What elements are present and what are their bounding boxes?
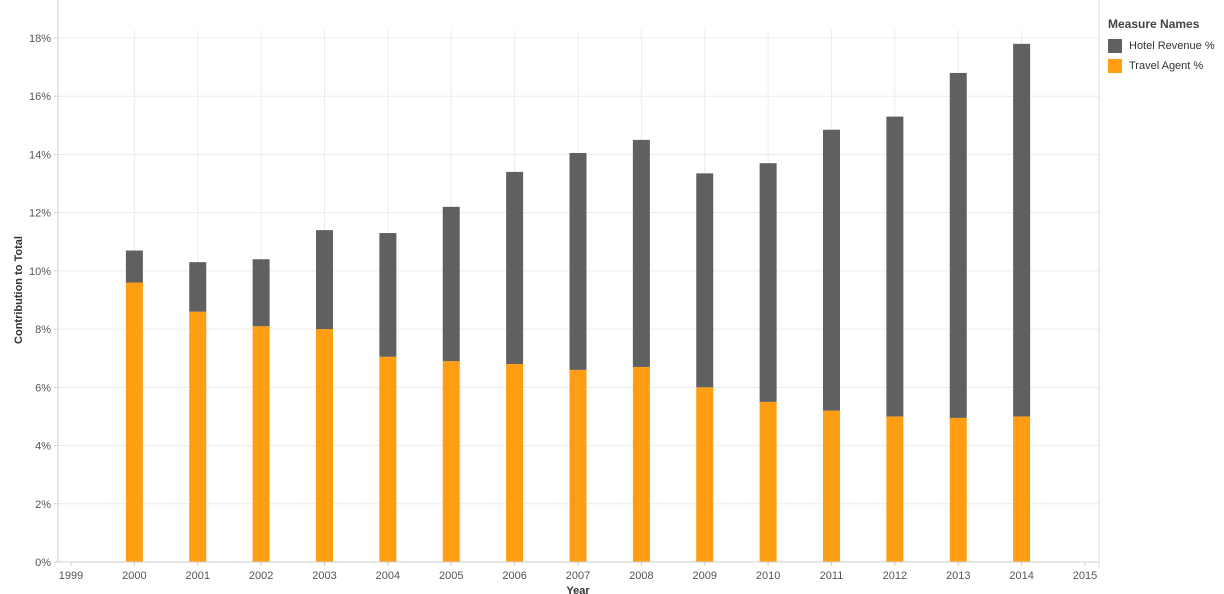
bar-segment[interactable] <box>125 250 143 283</box>
bar-segment[interactable] <box>1013 43 1031 417</box>
bar-segment[interactable] <box>442 206 460 362</box>
bar-segment[interactable] <box>886 416 904 562</box>
legend-label: Travel Agent % <box>1129 60 1204 72</box>
legend-label: Hotel Revenue % <box>1129 40 1215 52</box>
y-tick-label: 0% <box>35 557 51 569</box>
legend-item-hotel-revenue[interactable]: Hotel Revenue % <box>1108 36 1215 56</box>
x-tick-label: 2011 <box>820 570 844 582</box>
legend-swatch-icon <box>1108 59 1122 73</box>
bar-segment[interactable] <box>252 259 270 327</box>
axes: 0% 2% 4% 6% 8% 10% 12% 14% 16% 18% 1999 2000 2001 200… <box>29 0 1100 582</box>
legend-title: Measure Names <box>1108 17 1200 31</box>
bar-segment[interactable] <box>823 129 840 411</box>
bar-segment[interactable] <box>316 230 333 330</box>
bar-segment[interactable] <box>823 410 840 562</box>
x-tick-label: 2007 <box>566 570 590 582</box>
x-axis-title: Year <box>566 585 590 594</box>
x-tick-label: 2004 <box>376 570 400 582</box>
bar-segment[interactable] <box>316 329 333 562</box>
y-tick-label: 12% <box>29 208 51 220</box>
x-tick-label: 2002 <box>249 570 273 582</box>
bar-segment[interactable] <box>189 262 207 312</box>
bar-segment[interactable] <box>379 356 397 562</box>
x-tick-label: 2014 <box>1009 570 1033 582</box>
x-tick-label: 2005 <box>439 570 463 582</box>
bar-segment[interactable] <box>632 139 650 367</box>
y-axis-title: Contribution to Total <box>13 236 25 344</box>
bar-segment[interactable] <box>569 369 587 562</box>
y-tick-label: 8% <box>35 324 51 336</box>
bar-segment[interactable] <box>1013 416 1031 562</box>
x-tick-label: 2003 <box>312 570 336 582</box>
bars <box>125 43 1031 562</box>
x-tick-label: 2015 <box>1073 570 1097 582</box>
legend-item-travel-agent[interactable]: Travel Agent % <box>1108 56 1215 76</box>
x-tick-label: 2006 <box>502 570 526 582</box>
bar-segment[interactable] <box>506 364 524 562</box>
bar-segment[interactable] <box>442 361 460 562</box>
y-tick-label: 18% <box>29 33 51 45</box>
bar-segment[interactable] <box>759 163 777 402</box>
y-tick-label: 6% <box>35 382 51 394</box>
x-tick-label: 2012 <box>883 570 907 582</box>
bar-segment[interactable] <box>949 72 967 418</box>
bar-segment[interactable] <box>696 173 714 388</box>
legend: Measure Names Hotel Revenue % Travel Age… <box>1108 17 1215 76</box>
x-tick-label: 2009 <box>693 570 717 582</box>
y-tick-label: 10% <box>29 266 51 278</box>
x-tick-label: 2013 <box>946 570 970 582</box>
x-tick-label: 1999 <box>59 570 83 582</box>
bar-segment[interactable] <box>252 326 270 562</box>
x-tick-label: 2001 <box>186 570 210 582</box>
bar-segment[interactable] <box>949 417 967 562</box>
bar-segment[interactable] <box>189 311 207 562</box>
bar-segment[interactable] <box>125 282 143 562</box>
x-tick-label: 2010 <box>756 570 780 582</box>
bar-segment[interactable] <box>379 233 397 357</box>
x-tick-label: 2000 <box>122 570 146 582</box>
y-tick-label: 2% <box>35 499 51 511</box>
legend-swatch-icon <box>1108 39 1122 53</box>
y-tick-label: 4% <box>35 441 51 453</box>
x-tick-label: 2008 <box>629 570 653 582</box>
y-tick-label: 14% <box>29 149 51 161</box>
bar-segment[interactable] <box>632 366 650 562</box>
bar-segment[interactable] <box>886 116 904 417</box>
y-tick-label: 16% <box>29 91 51 103</box>
bar-segment[interactable] <box>759 401 777 562</box>
bar-segment[interactable] <box>569 152 587 370</box>
bar-segment[interactable] <box>506 171 524 365</box>
bar-segment[interactable] <box>696 387 714 562</box>
